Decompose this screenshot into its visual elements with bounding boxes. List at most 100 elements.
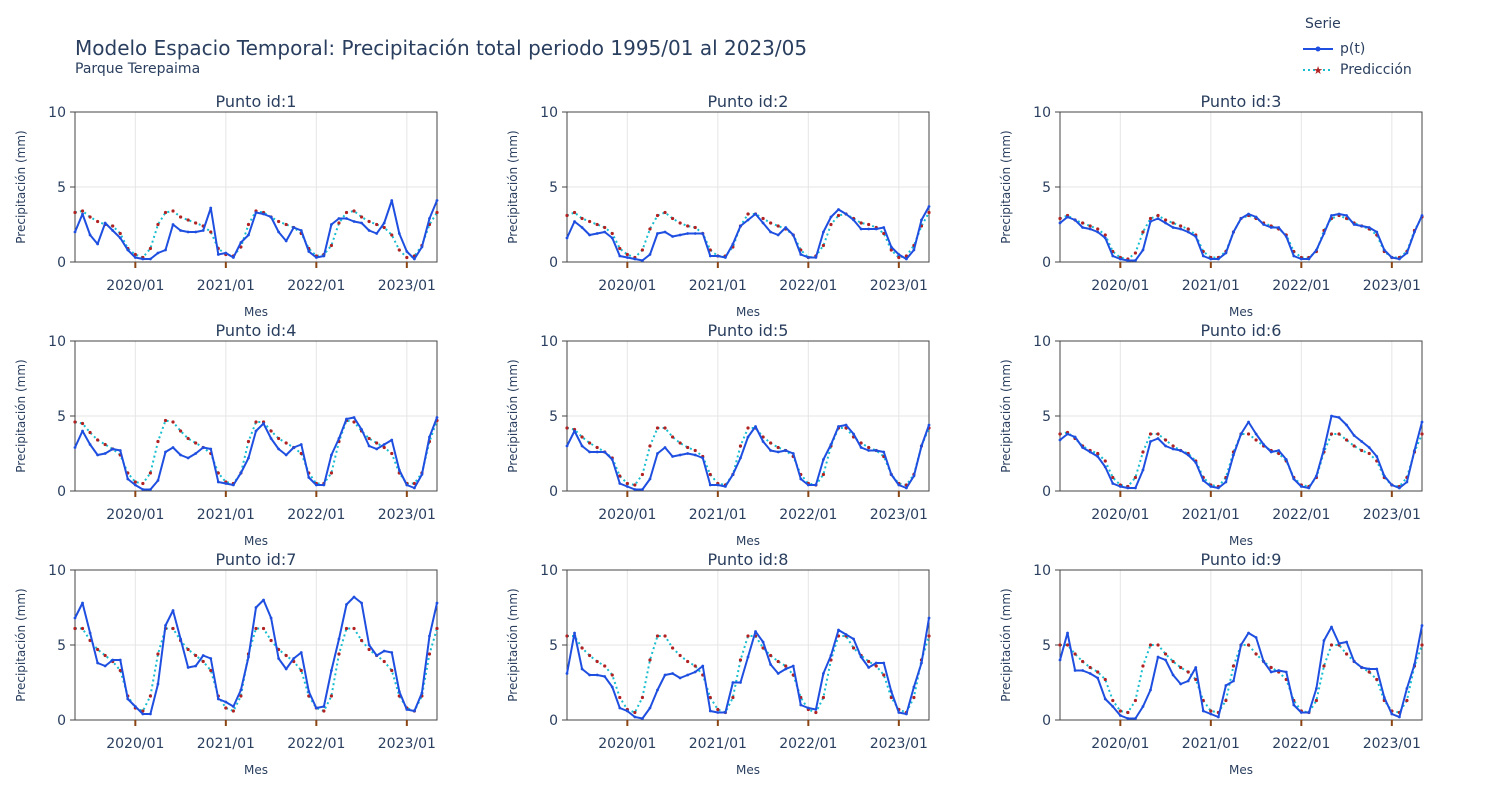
point-prediccion	[776, 659, 780, 664]
point-pt	[1134, 717, 1137, 720]
x-tick-label: 2020/01	[598, 507, 656, 523]
point-pt	[224, 251, 228, 255]
point-pt	[352, 416, 356, 419]
point-pt	[322, 705, 326, 708]
point-pt	[1186, 453, 1190, 457]
point-prediccion	[284, 222, 288, 227]
point-pt	[588, 673, 592, 677]
point-prediccion	[209, 230, 213, 234]
point-pt	[1118, 714, 1122, 717]
point-prediccion	[194, 221, 198, 225]
point-prediccion	[670, 435, 675, 439]
point-pt	[141, 257, 145, 261]
point-pt	[1292, 703, 1296, 707]
point-pt	[889, 473, 893, 476]
point-prediccion	[618, 474, 622, 478]
point-pt	[716, 483, 720, 487]
point-prediccion	[171, 626, 175, 631]
point-pt	[791, 233, 795, 237]
point-prediccion	[1058, 432, 1062, 436]
point-pt	[859, 227, 863, 231]
point-pt	[1360, 440, 1364, 443]
point-pt	[1375, 230, 1379, 234]
point-pt	[156, 251, 160, 255]
point-pt	[1239, 643, 1243, 647]
point-prediccion	[1148, 643, 1153, 647]
point-pt	[920, 661, 923, 665]
point-prediccion	[277, 436, 281, 441]
point-pt	[171, 609, 175, 612]
point-prediccion	[329, 694, 334, 698]
panel-7: 0 5 10 2020/01 2021/01 2022/01 2023/01 Punto id…	[14, 550, 439, 777]
point-pt	[81, 601, 84, 605]
point-pt	[746, 655, 750, 659]
point-prediccion	[1058, 216, 1062, 221]
point-pt	[360, 601, 363, 605]
point-pt	[1209, 712, 1213, 716]
point-prediccion	[299, 451, 303, 456]
legend-item-predicted[interactable]: ★ Predicción	[1300, 59, 1490, 80]
point-prediccion	[382, 659, 386, 664]
point-pt	[708, 483, 712, 487]
y-tick-label: 10	[48, 105, 66, 121]
point-prediccion	[148, 246, 153, 251]
point-prediccion	[640, 695, 645, 700]
point-prediccion	[882, 231, 886, 236]
point-prediccion	[231, 709, 235, 713]
point-pt	[435, 416, 439, 419]
point-prediccion	[859, 441, 863, 445]
point-pt	[390, 199, 394, 202]
point-prediccion	[588, 441, 592, 445]
point-pt	[156, 682, 160, 686]
point-pt	[1405, 687, 1409, 690]
point-prediccion	[1375, 677, 1379, 682]
point-pt	[603, 450, 607, 454]
series-line-prediccion	[1060, 644, 1423, 714]
point-pt	[1088, 227, 1092, 231]
point-prediccion	[1126, 710, 1130, 715]
x-tick-label: 2022/01	[779, 278, 837, 294]
point-pt	[262, 422, 265, 425]
point-pt	[754, 630, 757, 633]
point-pt	[330, 669, 333, 672]
y-tick-label: 0	[549, 484, 558, 500]
chart-title: Modelo Espacio Temporal: Precipitación t…	[75, 36, 808, 60]
point-pt	[1330, 625, 1333, 629]
point-prediccion	[390, 451, 394, 456]
point-pt	[277, 230, 281, 234]
point-prediccion	[88, 215, 92, 219]
point-prediccion	[209, 668, 213, 673]
point-pt	[1216, 486, 1220, 490]
point-prediccion	[1081, 659, 1085, 664]
point-pt	[1337, 642, 1341, 645]
point-pt	[209, 657, 213, 660]
legend-item-observed[interactable]: p(t)	[1300, 38, 1490, 59]
point-pt	[1164, 658, 1167, 662]
panel-5: 0 5 10 2020/01 2021/01 2022/01 2023/01 Punto id…	[506, 321, 931, 548]
point-pt	[428, 435, 431, 439]
point-pt	[920, 218, 923, 222]
point-pt	[1066, 215, 1069, 219]
point-pt	[1315, 474, 1318, 478]
point-prediccion	[670, 646, 675, 650]
point-pt	[799, 477, 803, 481]
point-prediccion	[224, 706, 228, 710]
point-pt	[1194, 235, 1198, 238]
point-pt	[284, 239, 288, 243]
point-pt	[716, 711, 720, 714]
panel-title: Punto id:9	[1201, 550, 1282, 569]
point-pt	[96, 453, 100, 457]
point-pt	[595, 232, 599, 235]
point-prediccion	[746, 212, 750, 216]
point-prediccion	[761, 216, 765, 221]
point-prediccion	[769, 441, 773, 445]
point-pt	[1413, 230, 1416, 234]
point-pt	[920, 444, 923, 448]
point-prediccion	[194, 441, 198, 445]
x-axis-label: Mes	[736, 305, 760, 319]
point-prediccion	[670, 216, 675, 221]
point-prediccion	[655, 426, 660, 430]
x-tick-label: 2023/01	[870, 736, 928, 752]
point-pt	[292, 226, 296, 229]
point-pt	[111, 658, 115, 662]
